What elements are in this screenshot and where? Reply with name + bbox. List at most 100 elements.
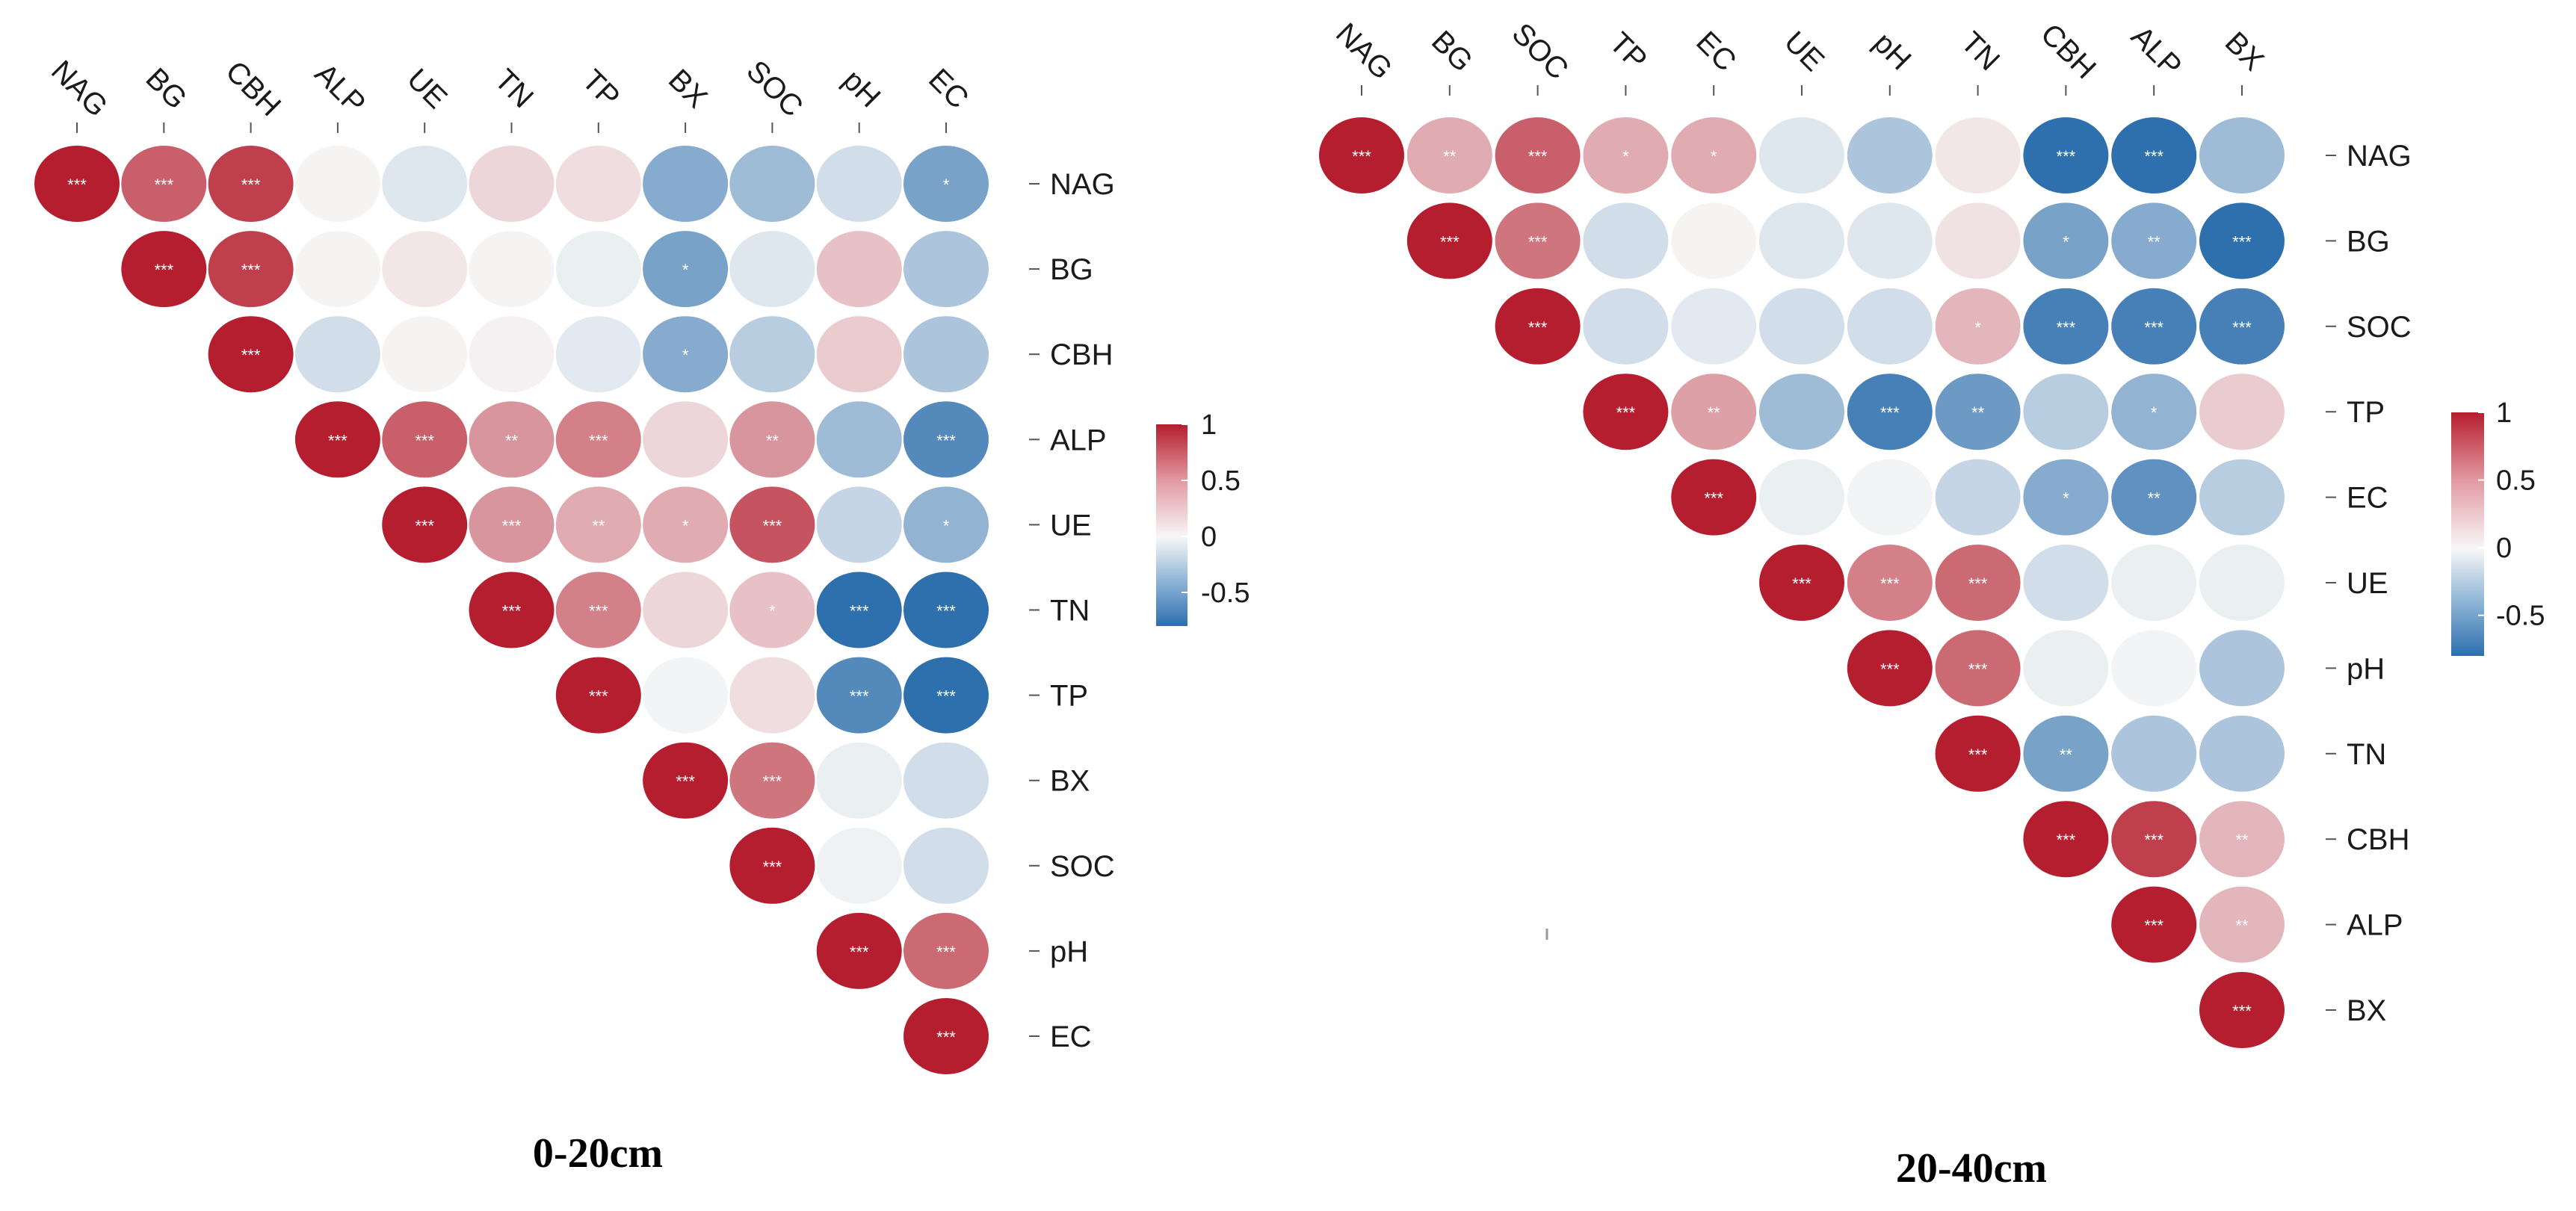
cell-bg-ec (1671, 202, 1757, 279)
cell-cbh-bx (2199, 801, 2285, 878)
cell-bg-alp (294, 231, 380, 308)
color-legend: 1 0.5 0 -0.5 (2451, 397, 2545, 656)
cell-ue-bx (2199, 545, 2285, 621)
cell-tp-ec (904, 657, 989, 734)
cell-ph-bx (2199, 630, 2285, 707)
legend-tick-label: -0.5 (1201, 577, 1250, 609)
column-label-ue: UE (1778, 25, 1830, 78)
cell-soc-alp (2111, 288, 2197, 365)
cell-cbh-tp (555, 316, 641, 393)
significance-label: ** (1708, 403, 1721, 422)
significance-label: *** (328, 431, 348, 450)
cell-bg-tn (469, 231, 555, 308)
correlation-cells: ****************************************… (34, 146, 989, 1074)
cell-cbh-tn (469, 316, 555, 393)
cell-alp-tn (469, 401, 555, 478)
cell-nag-alp (294, 146, 380, 222)
cell-tp-ec (1671, 374, 1757, 450)
significance-label: *** (502, 516, 522, 535)
significance-label: *** (67, 176, 87, 194)
significance-label: *** (415, 431, 434, 450)
legend-colorbar (1156, 424, 1187, 626)
significance-label: *** (936, 687, 956, 706)
cell-soc-ue (1759, 288, 1844, 365)
cell-ue-tn (469, 486, 555, 563)
cell-alp-tp (555, 401, 641, 478)
significance-label: * (2063, 232, 2069, 251)
cell-ec-bx (2199, 459, 2285, 536)
row-label-bx: BX (2347, 994, 2386, 1027)
cell-tn-bx (643, 572, 729, 648)
cell-soc-bx (2199, 288, 2285, 365)
cell-tp-ph (816, 657, 902, 734)
legend-tick-label: 0 (2496, 533, 2512, 564)
column-label-soc: SOC (740, 55, 809, 123)
cell-ec-ph (1847, 459, 1933, 536)
significance-label: *** (1528, 147, 1548, 166)
significance-label: *** (2144, 318, 2163, 337)
row-label-bx: BX (1050, 765, 1090, 798)
cell-alp-ph (816, 401, 902, 478)
significance-label: *** (763, 516, 782, 535)
cell-cbh-cbh (208, 316, 294, 393)
cell-ph-ph (816, 912, 902, 989)
column-label-ue: UE (401, 63, 453, 115)
cell-bg-tp (555, 231, 641, 308)
row-label-tp: TP (2347, 396, 2385, 429)
cell-tn-soc (729, 572, 815, 648)
significance-label: *** (1880, 660, 1900, 678)
row-label-ec: EC (2347, 482, 2388, 515)
cell-nag-ec (1671, 117, 1757, 193)
row-label-ue: UE (2347, 567, 2388, 600)
significance-label: ** (2235, 831, 2249, 849)
significance-label: *** (2232, 232, 2252, 251)
significance-label: *** (936, 1028, 956, 1047)
cell-tn-cbh (2023, 715, 2109, 792)
correlation-cells: ****************************************… (1319, 117, 2285, 1048)
legend-tick-label: 1 (2496, 397, 2512, 429)
cell-alp-alp (294, 401, 380, 478)
cell-nag-cbh (208, 146, 294, 222)
row-label-tp: TP (1050, 680, 1088, 713)
cell-cbh-alp (294, 316, 380, 393)
cell-bg-bg (1406, 202, 1492, 279)
row-label-nag: NAG (2347, 140, 2412, 173)
cell-tp-tn (1935, 374, 2021, 450)
row-label-cbh: CBH (1050, 338, 1113, 371)
row-label-bg: BG (2347, 225, 2390, 258)
significance-label: * (1711, 147, 1717, 166)
cell-bx-soc (729, 742, 815, 819)
cell-bg-bx (2199, 202, 2285, 279)
row-label-ph: pH (2347, 652, 2385, 685)
cell-cbh-alp (2111, 801, 2197, 878)
cell-nag-bx (2199, 117, 2285, 193)
color-legend: 1 0.5 0 -0.5 (1156, 409, 1250, 626)
cell-tn-alp (2111, 715, 2197, 792)
cell-nag-nag (1319, 117, 1404, 193)
legend-tick-label: 1 (1201, 409, 1217, 441)
cell-nag-soc (729, 146, 815, 222)
significance-label: *** (502, 602, 522, 621)
correlation-panel-20-40cm: NAG BG SOC TP EC UE pH TN CBH ALP BX NAG BG SOC TP EC U… (1319, 17, 2545, 1192)
column-label-bx: BX (662, 63, 714, 114)
significance-label: * (2063, 489, 2069, 508)
cell-tp-tp (1583, 374, 1669, 450)
significance-label: *** (241, 176, 261, 194)
cell-bx-ec (904, 742, 989, 819)
cell-ec-tn (1935, 459, 2021, 536)
significance-label: ** (592, 516, 605, 535)
significance-label: *** (2057, 147, 2076, 166)
row-label-alp: ALP (1050, 424, 1107, 456)
cell-alp-soc (729, 401, 815, 478)
significance-label: *** (2057, 831, 2076, 849)
significance-label: * (682, 346, 689, 365)
column-label-tn: TN (1954, 25, 2006, 77)
cell-nag-nag (34, 146, 120, 222)
cell-cbh-ec (904, 316, 989, 393)
significance-label: ** (2235, 917, 2249, 935)
column-labels: NAG BG CBH ALP UE TN TP BX SOC pH EC (45, 55, 975, 133)
significance-label: ** (505, 431, 519, 450)
column-label-ec: EC (922, 63, 975, 115)
significance-label: *** (1968, 746, 1988, 764)
